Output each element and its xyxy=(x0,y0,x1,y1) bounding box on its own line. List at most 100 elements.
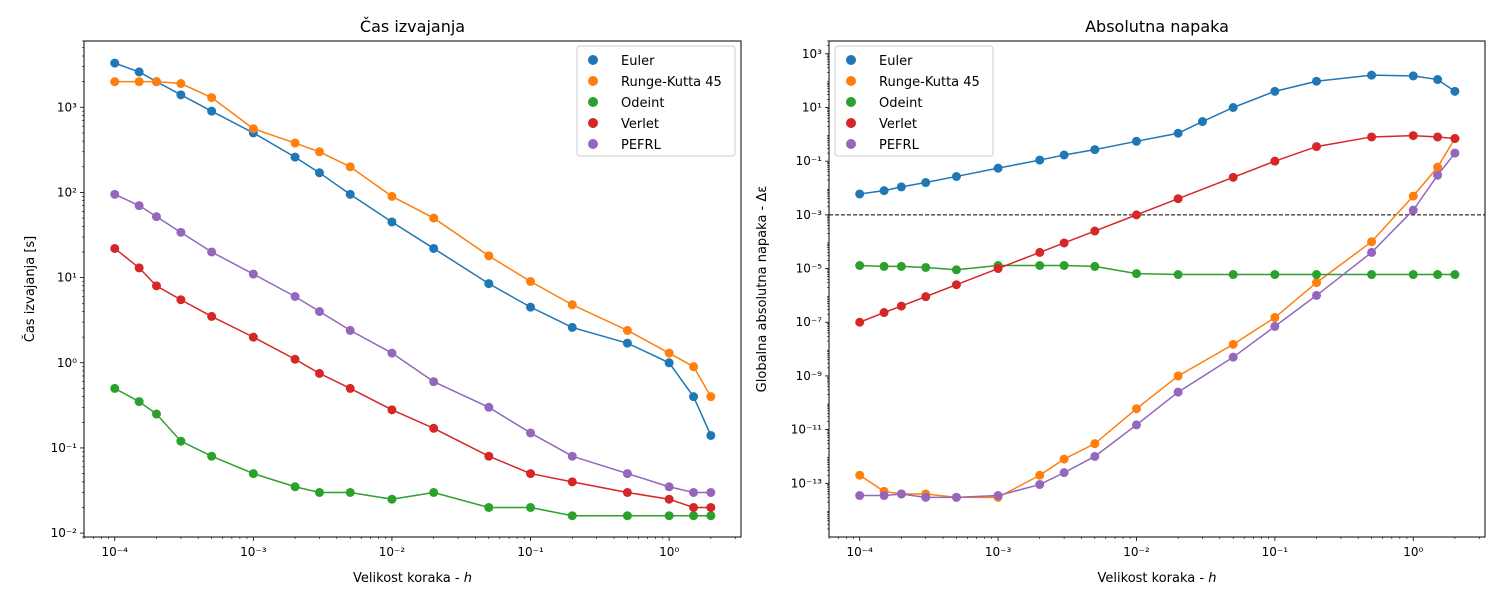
data-point xyxy=(1408,270,1418,280)
data-point xyxy=(134,397,144,407)
data-point xyxy=(1173,194,1183,204)
data-point xyxy=(110,77,120,87)
data-point xyxy=(1173,270,1183,280)
data-point xyxy=(151,77,161,87)
data-point xyxy=(951,280,961,290)
data-point xyxy=(1433,162,1443,172)
data-point xyxy=(429,213,439,223)
legend-marker xyxy=(846,97,856,107)
data-point xyxy=(1312,278,1322,288)
legend: Euler Runge-Kutta 45 Odeint Verlet PEFRL xyxy=(576,45,736,157)
data-point xyxy=(1270,321,1280,331)
data-point xyxy=(993,163,1003,173)
legend-label: Runge-Kutta 45 xyxy=(879,75,980,90)
data-point xyxy=(110,243,120,253)
data-point xyxy=(993,264,1003,274)
series-runge-kutta-45 xyxy=(855,133,1460,502)
data-point xyxy=(248,332,258,342)
data-point xyxy=(664,358,674,368)
legend-marker xyxy=(588,55,598,65)
data-point xyxy=(706,487,716,497)
legend-marker xyxy=(846,139,856,149)
data-point xyxy=(387,348,397,358)
data-point xyxy=(622,511,632,521)
legend-marker xyxy=(846,76,856,86)
data-point xyxy=(387,217,397,227)
data-point xyxy=(567,322,577,332)
data-point xyxy=(1450,270,1460,280)
data-point xyxy=(345,487,355,497)
y-tick-label: 10⁻¹ xyxy=(796,154,823,168)
series-odeint xyxy=(110,383,716,521)
legend-label: PEFRL xyxy=(879,138,920,153)
data-point xyxy=(1090,261,1100,271)
data-point xyxy=(664,511,674,521)
data-point xyxy=(484,251,494,261)
y-tick-label: 10⁻² xyxy=(51,526,78,540)
y-tick-label: 10⁻¹³ xyxy=(791,476,822,490)
data-point xyxy=(706,502,716,512)
data-point xyxy=(1270,270,1280,280)
series-line xyxy=(859,264,1455,276)
legend-label: Verlet xyxy=(621,117,659,132)
data-point xyxy=(567,300,577,310)
legend-marker xyxy=(846,118,856,128)
data-point xyxy=(248,124,258,134)
data-point xyxy=(151,212,161,222)
data-point xyxy=(110,189,120,199)
legend-marker xyxy=(588,97,598,107)
data-point xyxy=(951,492,961,502)
chart-title: Čas izvajanja xyxy=(360,17,465,36)
data-point xyxy=(1367,132,1377,142)
x-tick-label: 10⁻² xyxy=(379,545,406,559)
data-point xyxy=(134,201,144,211)
data-point xyxy=(176,79,186,89)
data-point xyxy=(248,269,258,279)
data-point xyxy=(951,265,961,275)
data-point xyxy=(1367,237,1377,247)
data-point xyxy=(1131,136,1141,146)
data-point xyxy=(345,325,355,335)
legend-marker xyxy=(846,55,856,65)
data-point xyxy=(1090,145,1100,155)
y-tick-label: 10¹ xyxy=(802,100,822,114)
x-tick-label: 10⁻⁴ xyxy=(846,545,873,559)
data-point xyxy=(1228,352,1238,362)
data-point xyxy=(207,93,217,103)
data-point xyxy=(1228,270,1238,280)
data-point xyxy=(921,492,931,502)
x-axis-label-variable: h xyxy=(464,571,472,586)
x-tick-label: 10⁻¹ xyxy=(517,545,544,559)
data-point xyxy=(1312,290,1322,300)
data-point xyxy=(484,402,494,412)
legend-label: Odeint xyxy=(621,96,664,111)
data-point xyxy=(622,338,632,348)
data-point xyxy=(1270,86,1280,96)
data-point xyxy=(151,281,161,291)
data-point xyxy=(387,494,397,504)
data-point xyxy=(855,189,865,199)
y-tick-label: 10⁰ xyxy=(57,356,77,370)
y-tick-label: 10⁻¹¹ xyxy=(791,423,822,437)
data-point xyxy=(1408,205,1418,215)
data-point xyxy=(1367,270,1377,280)
legend-label: PEFRL xyxy=(621,138,662,153)
legend-label: Verlet xyxy=(879,117,917,132)
data-point xyxy=(1059,468,1069,478)
data-point xyxy=(207,451,217,461)
data-point xyxy=(1433,270,1443,280)
data-point xyxy=(345,383,355,393)
y-tick-label: 10⁻¹ xyxy=(51,441,78,455)
data-point xyxy=(176,90,186,100)
data-point xyxy=(1450,148,1460,158)
data-point xyxy=(896,182,906,192)
data-point xyxy=(1367,247,1377,257)
y-axis-label: Čas izvajanja [s] xyxy=(22,236,38,343)
data-point xyxy=(1173,128,1183,138)
data-point xyxy=(855,317,865,327)
data-point xyxy=(921,292,931,302)
data-point xyxy=(151,409,161,419)
data-point xyxy=(1059,261,1069,271)
data-point xyxy=(134,77,144,87)
